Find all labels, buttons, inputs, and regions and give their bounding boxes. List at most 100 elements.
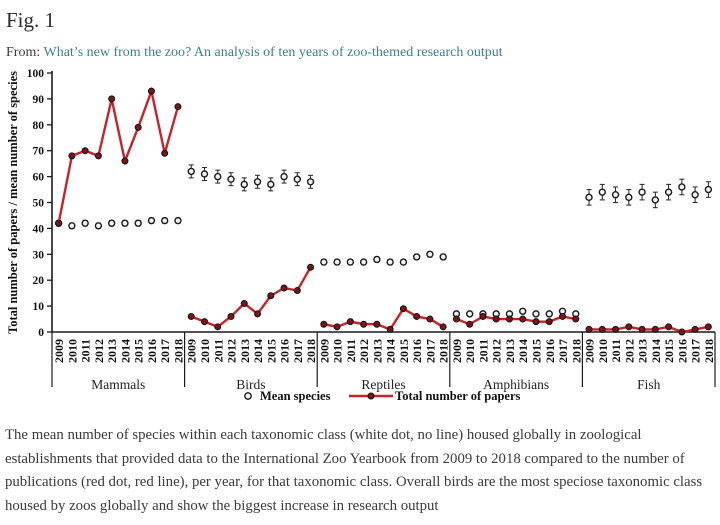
papers-point (492, 315, 500, 323)
year-label: 2013 (370, 339, 384, 363)
papers-point (293, 287, 301, 295)
mean-species-point (678, 183, 686, 191)
papers-point (161, 149, 169, 157)
year-label: 2011 (211, 339, 225, 362)
year-label: 2010 (65, 339, 79, 363)
papers-point (360, 320, 368, 328)
year-label: 2015 (132, 339, 146, 363)
papers-point (545, 318, 553, 326)
y-tick-label: 80 (33, 120, 45, 132)
y-tick-label: 70 (33, 146, 45, 158)
papers-point (108, 95, 116, 103)
mean-species-point (147, 216, 156, 225)
papers-point (267, 292, 275, 300)
papers-point (452, 315, 460, 323)
mean-species-point (161, 216, 169, 225)
year-label: 2011 (609, 339, 623, 362)
mean-species-point (240, 180, 248, 189)
papers-point (466, 320, 474, 328)
mean-species-point (691, 191, 699, 199)
papers-point (346, 318, 354, 326)
papers-point (386, 325, 394, 333)
year-label: 2012 (225, 339, 239, 363)
papers-point (572, 315, 580, 323)
mean-species-point (94, 222, 103, 230)
mean-species-point (519, 307, 527, 315)
papers-point (121, 157, 129, 165)
legend-papers-dot (367, 392, 375, 400)
figure-caption: The mean number of species within each t… (5, 427, 703, 514)
papers-point (678, 328, 686, 336)
year-label: 2017 (689, 339, 703, 363)
y-tick-label: 50 (33, 198, 45, 210)
year-label: 2013 (503, 339, 517, 363)
y-tick-label: 20 (33, 275, 45, 287)
papers-point (505, 315, 513, 323)
year-label: 2014 (649, 339, 663, 363)
legend-papers-label: Total number of papers (395, 389, 521, 403)
year-label: 2015 (529, 339, 543, 363)
year-label: 2017 (423, 339, 437, 363)
y-tick-label: 90 (33, 94, 45, 106)
mean-species-point (333, 258, 341, 266)
papers-point (214, 323, 222, 331)
mean-species-point (68, 222, 76, 230)
legend-mean-label: Mean species (260, 389, 331, 403)
papers-point (68, 152, 76, 160)
mean-species-point (200, 170, 209, 178)
mean-species-point (638, 188, 646, 196)
papers-point (227, 312, 235, 320)
mean-species-point (651, 196, 660, 204)
year-label: 2009 (450, 339, 464, 363)
mean-species-point (545, 310, 553, 318)
year-label: 2012 (622, 339, 636, 363)
papers-line (190, 266, 312, 329)
from-prefix: From: (6, 45, 41, 60)
papers-point (559, 312, 567, 320)
year-label: 2012 (357, 339, 371, 363)
mean-species-point (306, 178, 315, 186)
group-label: Amphibians (483, 377, 549, 392)
papers-point (81, 147, 89, 155)
papers-point (55, 219, 63, 227)
mean-species-point (611, 191, 620, 199)
papers-point (307, 263, 315, 271)
year-label: 2016 (410, 339, 424, 363)
mean-species-point (227, 175, 235, 183)
year-label: 2016 (543, 339, 557, 363)
mean-species-point (399, 258, 408, 266)
mean-species-point (585, 193, 593, 202)
papers-point (200, 318, 208, 326)
year-label: 2018 (437, 339, 451, 363)
y-axis-title: Total number of papers / mean number of … (6, 71, 20, 334)
papers-point (399, 305, 407, 313)
mean-species-point (174, 216, 182, 225)
papers-point (612, 325, 620, 333)
papers-point (625, 323, 633, 331)
year-label: 2018 (569, 339, 583, 363)
article-link[interactable]: What’s new from the zoo? An analysis of … (43, 45, 503, 60)
papers-point (665, 323, 673, 331)
year-label: 2012 (92, 339, 106, 363)
year-label: 2015 (264, 339, 278, 363)
year-label: 2017 (291, 339, 305, 363)
mean-species-point (386, 258, 394, 266)
group-label: Fish (637, 377, 661, 392)
y-tick-label: 60 (33, 172, 45, 184)
papers-point (280, 284, 288, 292)
figure-chart: 0 10 20 30 40 50 60 70 80 90 100 Total number of pa… (5, 68, 716, 419)
mean-species-point (373, 255, 381, 264)
year-label: 2016 (278, 339, 292, 363)
year-label: 2011 (476, 339, 490, 362)
group-label: Mammals (91, 377, 145, 392)
from-line: From: What’s new from the zoo? An analys… (6, 45, 716, 61)
papers-point (413, 312, 421, 320)
papers-point (134, 123, 142, 131)
year-label: 2017 (158, 339, 172, 363)
mean-species-point (598, 188, 606, 196)
group-label: Birds (236, 377, 265, 392)
year-label: 2014 (384, 339, 398, 363)
mean-species-point (465, 310, 474, 318)
year-label: 2013 (238, 339, 252, 363)
